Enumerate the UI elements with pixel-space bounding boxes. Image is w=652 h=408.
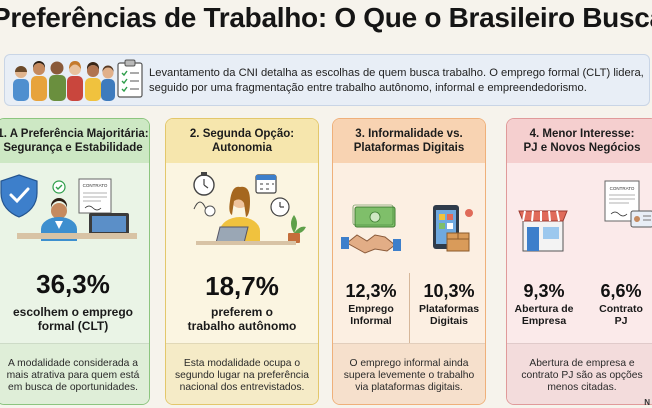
pj-contract-value: 6,6%: [600, 281, 642, 301]
location-pin-icon: [465, 209, 473, 217]
card-heading: 1. A Preferência Majoritária: Segurança …: [0, 119, 149, 163]
informal-employment-value: 12,3%: [345, 281, 397, 301]
business-opening-value: 9,3%: [523, 281, 565, 301]
svg-text:CONTRATO: CONTRATO: [610, 186, 635, 191]
intro-panel: Levantamento da CNI detalha as escolhas …: [4, 54, 650, 106]
card-pj-new-business: 4. Menor Interesse: PJ e Novos Negócios …: [506, 118, 652, 405]
speech-icon: [204, 205, 216, 217]
card-heading: 4. Menor Interesse: PJ e Novos Negócios: [507, 119, 652, 163]
handshake-icon: [341, 234, 401, 254]
digital-platforms-label: Plataformas Digitais: [418, 303, 480, 327]
formal-employment-value: 36,3%: [36, 269, 110, 299]
card-informality-platforms: 3. Informalidade vs. Plataformas Digitai…: [332, 118, 486, 405]
pj-contract-label: Contrato PJ: [599, 303, 643, 327]
card-heading: 3. Informalidade vs. Plataformas Digitai…: [333, 119, 485, 163]
storefront-icon: [518, 210, 568, 252]
clipboard-icon: [117, 59, 143, 98]
card-footer: Abertura de empresa e contrato PJ são as…: [507, 343, 652, 404]
business-illustration: CONTRATO: [518, 180, 652, 252]
stopwatch-icon: [193, 172, 215, 196]
informal-platform-illustration: [341, 204, 473, 254]
page-title: Preferências de Trabalho: O Que o Brasil…: [0, 2, 652, 33]
clock-icon: [270, 197, 290, 217]
card-heading: 2. Segunda Opção: Autonomia: [166, 119, 318, 163]
cash-icon: [352, 204, 396, 228]
check-circle-icon: [52, 180, 66, 194]
autonomy-value: 18,7%: [205, 271, 279, 301]
card-footer: Esta modalidade ocupa o segundo lugar na…: [166, 343, 318, 404]
digital-platforms-value: 10,3%: [423, 281, 475, 301]
business-opening-label: Abertura de Empresa: [514, 303, 574, 327]
formal-employment-caption: escolhem o emprego formal (CLT): [12, 305, 134, 333]
id-badge-icon: [630, 210, 652, 228]
shield-check-icon: [0, 174, 38, 218]
freelancer-illustration: [193, 172, 306, 245]
people-clipboard-illustration: [13, 59, 143, 101]
intro-text: Levantamento da CNI detalha as escolhas …: [149, 67, 644, 94]
card-footer: A modalidade considerada a mais atrativa…: [0, 343, 149, 404]
calendar-icon: [255, 174, 277, 194]
corner-mark: N: [644, 398, 650, 407]
autonomy-caption: preferem o trabalho autônomo: [187, 305, 297, 333]
office-worker-illustration: CONTRATO: [0, 174, 137, 241]
column-divider: [409, 273, 410, 343]
delivery-box-icon: [446, 232, 470, 252]
contract-document-icon: CONTRATO: [78, 178, 112, 214]
card-autonomy: 2. Segunda Opção: Autonomia 18,7% prefer…: [165, 118, 319, 405]
svg-text:CONTRATO: CONTRATO: [83, 183, 108, 188]
card-footer: O emprego informal ainda supera levement…: [333, 343, 485, 404]
informal-employment-label: Emprego Informal: [348, 303, 394, 327]
plant-icon: [288, 215, 306, 243]
card-formal-employment: 1. A Preferência Majoritária: Segurança …: [0, 118, 150, 405]
